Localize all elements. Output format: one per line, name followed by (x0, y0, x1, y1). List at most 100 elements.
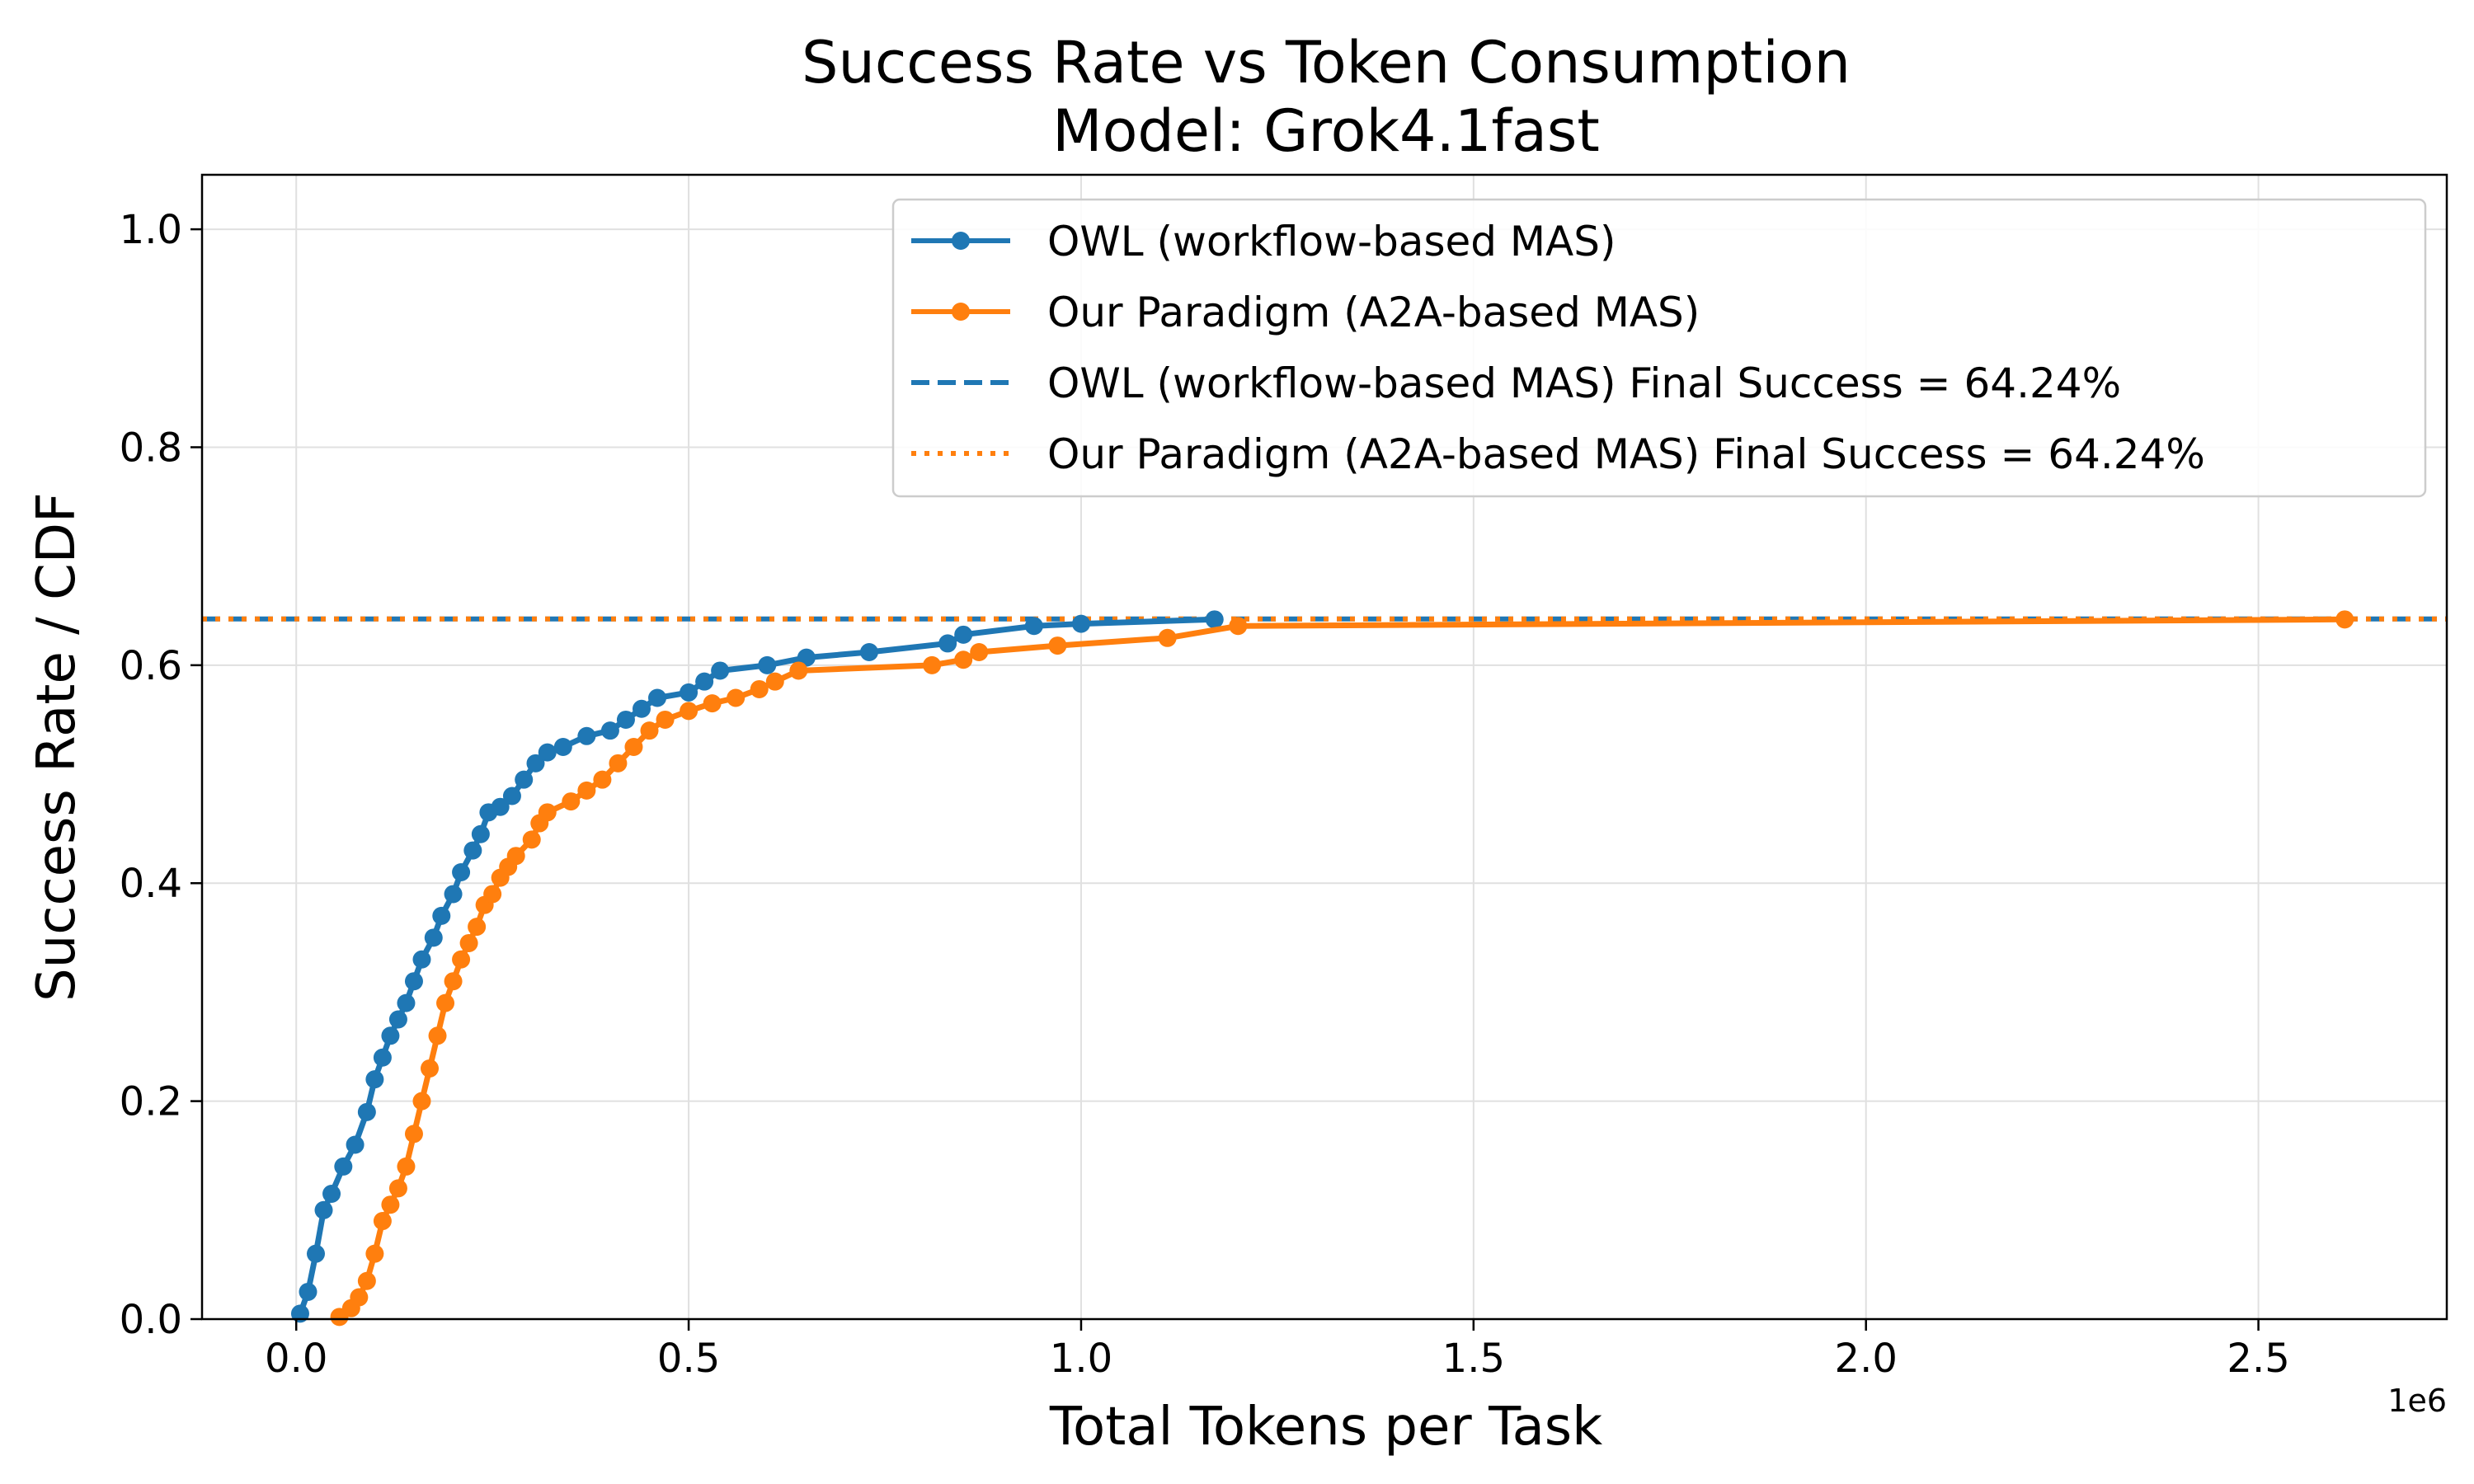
data-point (703, 694, 722, 713)
legend-label: OWL (workflow-based MAS) (1047, 218, 1616, 265)
data-point (680, 683, 698, 702)
legend-label: OWL (workflow-based MAS) Final Success =… (1047, 359, 2121, 407)
data-point (648, 688, 667, 707)
data-point (553, 738, 572, 756)
series-line-2 (337, 616, 2345, 1320)
data-point (711, 661, 730, 680)
data-point (483, 885, 502, 904)
x-axis-scale-label: 1e6 (2387, 1383, 2447, 1419)
y-tick-label: 0.2 (120, 1079, 182, 1125)
data-point (923, 655, 942, 674)
data-point (789, 661, 808, 680)
data-point (350, 1288, 369, 1307)
legend-marker (952, 303, 970, 321)
y-tick-label: 0.0 (120, 1297, 182, 1343)
x-tick-label: 1.0 (1050, 1336, 1112, 1382)
data-point (397, 993, 416, 1012)
data-point (640, 721, 659, 740)
chart-title: Success Rate vs Token Consumption (802, 29, 1851, 96)
plot-frame (200, 173, 2448, 1321)
legend-label: Our Paradigm (A2A-based MAS) (1047, 289, 1700, 336)
data-point (970, 642, 989, 661)
data-point (388, 1010, 407, 1029)
data-point (1158, 628, 1177, 647)
data-point (1048, 636, 1067, 655)
data-point (357, 1102, 376, 1121)
data-point (616, 710, 635, 729)
y-tick-label: 0.8 (120, 425, 182, 471)
data-point (346, 1135, 365, 1154)
data-point (750, 679, 769, 698)
data-point (322, 1184, 341, 1203)
data-point (1024, 617, 1043, 636)
data-point (538, 803, 557, 822)
legend-label: Our Paradigm (A2A-based MAS) Final Succe… (1047, 430, 2205, 478)
data-point (2335, 610, 2354, 629)
data-point (538, 743, 557, 762)
data-point (1229, 617, 1248, 636)
data-point (954, 650, 973, 669)
data-point (468, 918, 487, 937)
data-point (526, 754, 545, 773)
data-point (859, 642, 878, 661)
data-point (562, 792, 581, 811)
data-point (365, 1070, 384, 1089)
data-point (421, 1059, 440, 1078)
data-point (727, 688, 745, 707)
data-point (404, 972, 423, 991)
data-point (388, 1179, 407, 1198)
data-point (444, 885, 463, 904)
legend-entry-1: OWL (workflow-based MAS) (911, 218, 1616, 265)
data-point (452, 950, 471, 969)
x-tick-label: 2.0 (1835, 1336, 1898, 1382)
data-point (695, 672, 714, 691)
data-point (515, 770, 534, 789)
data-point (1071, 614, 1090, 633)
data-point (471, 824, 490, 843)
legend: OWL (workflow-based MAS) Our Paradigm (A2… (891, 198, 2427, 498)
y-axis-ticks: 0.0 0.2 0.4 0.6 0.8 1.0 (120, 207, 202, 1343)
x-tick-label: 0.0 (265, 1336, 327, 1382)
x-tick-label: 2.5 (2227, 1336, 2289, 1382)
data-point (299, 1282, 317, 1301)
data-point (314, 1200, 333, 1219)
data-point (577, 781, 596, 800)
series (290, 610, 2354, 1327)
data-point (1205, 610, 1224, 629)
y-axis-label: Success Rate / CDF (26, 492, 87, 1002)
legend-entry-3: OWL (workflow-based MAS) Final Success =… (911, 359, 2121, 407)
data-point (365, 1244, 384, 1263)
y-tick-label: 0.4 (120, 861, 182, 907)
data-point (444, 972, 463, 991)
data-point (412, 950, 431, 969)
data-point (432, 906, 451, 925)
data-point (609, 754, 628, 773)
data-point (307, 1244, 326, 1263)
data-point (502, 787, 521, 805)
legend-box (891, 198, 2427, 498)
data-point (412, 1092, 431, 1111)
data-point (357, 1271, 376, 1290)
data-point (459, 933, 478, 952)
data-point (452, 863, 471, 882)
data-point (424, 928, 443, 947)
data-point (381, 1026, 400, 1045)
data-point (577, 726, 596, 745)
data-point (600, 721, 619, 740)
series-2 (330, 610, 2354, 1327)
data-point (373, 1048, 392, 1067)
legend-entry-4: Our Paradigm (A2A-based MAS) Final Succe… (911, 430, 2205, 478)
data-point (656, 710, 675, 729)
data-point (506, 847, 525, 866)
data-point (491, 797, 510, 816)
data-point (381, 1195, 400, 1214)
data-point (624, 738, 643, 756)
legend-entry-2: Our Paradigm (A2A-based MAS) (911, 289, 1700, 336)
legend-marker (952, 232, 970, 250)
data-point (334, 1157, 353, 1176)
x-axis-ticks: 0.0 0.5 1.0 1.5 2.0 2.5 (265, 1319, 2290, 1382)
data-point (397, 1157, 416, 1176)
data-point (404, 1125, 423, 1144)
data-point (463, 841, 482, 860)
